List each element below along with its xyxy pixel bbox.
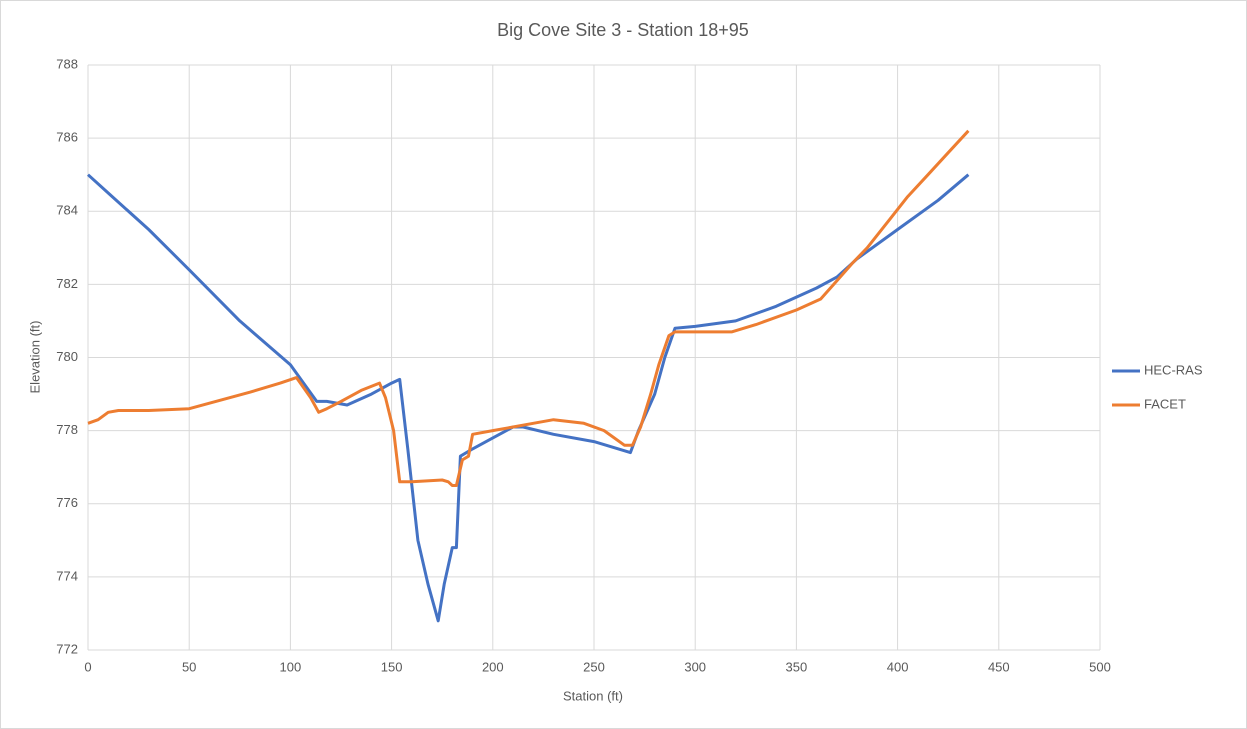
series-line (86, 173, 970, 623)
y-tick-label: 782 (56, 276, 78, 291)
x-tick-label: 500 (1089, 659, 1111, 674)
x-tick-label: 400 (887, 659, 909, 674)
x-tick-label: 300 (684, 659, 706, 674)
legend-label: HEC-RAS (1144, 362, 1203, 377)
x-axis-label: Station (ft) (563, 688, 623, 703)
x-tick-label: 150 (381, 659, 403, 674)
y-tick-label: 772 (56, 641, 78, 656)
chart-title: Big Cove Site 3 - Station 18+95 (497, 20, 749, 40)
x-tick-label: 0 (84, 659, 91, 674)
x-tick-label: 450 (988, 659, 1010, 674)
x-tick-label: 100 (280, 659, 302, 674)
x-tick-label: 50 (182, 659, 196, 674)
y-tick-label: 774 (56, 568, 78, 583)
y-tick-label: 780 (56, 349, 78, 364)
y-tick-label: 788 (56, 56, 78, 71)
x-tick-label: 350 (786, 659, 808, 674)
y-tick-label: 786 (56, 130, 78, 145)
x-tick-label: 250 (583, 659, 605, 674)
y-tick-label: 776 (56, 495, 78, 510)
y-axis-label: Elevation (ft) (27, 321, 42, 394)
series-line (87, 129, 970, 487)
legend-label: FACET (1144, 396, 1186, 411)
y-tick-label: 778 (56, 422, 78, 437)
x-tick-label: 200 (482, 659, 504, 674)
y-tick-label: 784 (56, 203, 78, 218)
